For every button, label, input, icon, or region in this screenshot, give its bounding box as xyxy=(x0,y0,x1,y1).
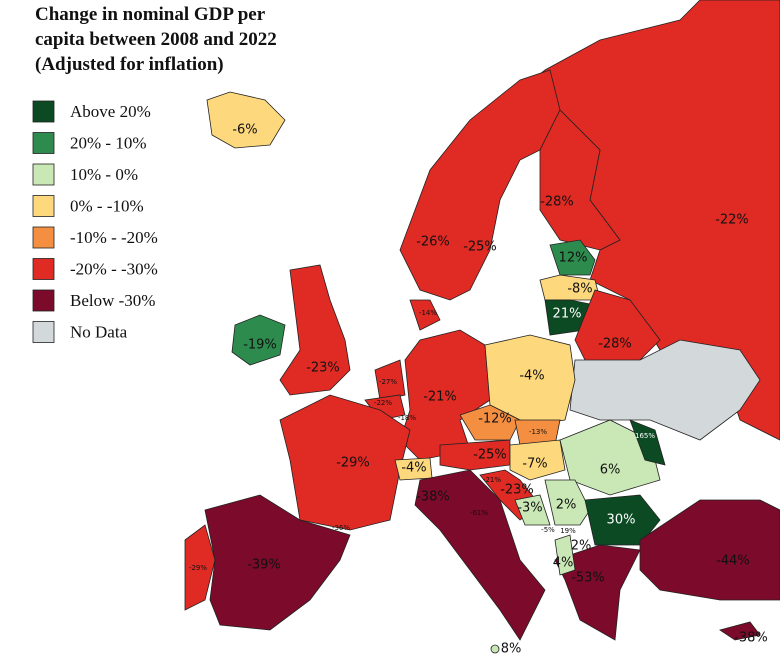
region-label: -21% xyxy=(423,390,457,405)
region-label: -26% xyxy=(416,235,450,250)
legend-label: 10% - 0% xyxy=(70,165,138,184)
title-line: (Adjusted for inflation) xyxy=(35,54,224,75)
legend-label: -10% - -20% xyxy=(70,228,158,247)
legend: Above 20% 20% - 10% 10% - 0% 0% - -10% -10% … xyxy=(32,100,158,343)
malta-dot xyxy=(490,644,500,654)
legend-label: 0% - -10% xyxy=(70,197,144,216)
legend-label: Below -30% xyxy=(70,291,155,310)
region-label: 12% xyxy=(559,251,588,266)
legend-label: No Data xyxy=(70,323,128,342)
region-label: -38% xyxy=(734,631,768,646)
region-label: -22% xyxy=(715,213,749,228)
legend-label: Above 20% xyxy=(70,102,151,121)
region-label: -3% xyxy=(517,501,542,516)
region-label: -39% xyxy=(247,558,281,573)
region-label: -28% xyxy=(598,337,632,352)
region-label: 2% xyxy=(571,539,592,554)
legend-swatch xyxy=(32,258,55,280)
region-label: -25% xyxy=(473,448,507,463)
region-label: 8% xyxy=(501,642,522,656)
region-label: -19% xyxy=(243,338,277,353)
region-label: 21% xyxy=(553,307,582,322)
region-label: -12% xyxy=(478,412,512,427)
region-label: 4% xyxy=(553,556,574,571)
region-label: -27% xyxy=(379,378,397,386)
legend-label: 20% - 10% xyxy=(70,134,146,153)
region-label: -29% xyxy=(336,456,370,471)
legend-swatch xyxy=(32,321,55,343)
region-label: 30% xyxy=(607,513,636,528)
region-label: 2% xyxy=(556,498,577,513)
legend-swatch xyxy=(32,132,55,154)
land xyxy=(184,0,780,641)
region-label: -53% xyxy=(571,571,605,586)
region-label: -28% xyxy=(540,195,574,210)
region-label: -25% xyxy=(463,240,497,255)
region-label: 19% xyxy=(560,527,576,535)
region-label: -4% xyxy=(401,461,426,476)
region-label: -22% xyxy=(374,399,392,407)
region-label: -61% xyxy=(470,509,488,517)
region-label: -29% xyxy=(189,564,207,572)
region-label: -4% xyxy=(519,369,544,384)
region-label: 165% xyxy=(635,432,655,440)
legend-swatch xyxy=(32,195,55,217)
region-label: -38% xyxy=(416,490,450,505)
region-label: -6% xyxy=(232,123,257,138)
region-label: 6% xyxy=(600,463,621,478)
region-label: -7% xyxy=(522,457,547,472)
region-label: -8% xyxy=(567,282,592,297)
region-labels: -6% -28% -22% -26% -25% 12% -8% 21% -14%… xyxy=(189,123,768,656)
legend-swatch xyxy=(32,163,55,186)
region-label: -13% xyxy=(529,428,547,436)
legend-swatch xyxy=(32,100,55,123)
region-label: -36% xyxy=(332,524,350,532)
legend-label: -20% - -30% xyxy=(70,260,158,279)
region-label: -5% xyxy=(541,526,555,534)
region-label: -44% xyxy=(716,554,750,569)
region-label: -18% xyxy=(398,414,416,422)
region-label: -23% xyxy=(500,483,534,498)
legend-swatch xyxy=(32,289,55,312)
region-label: -14% xyxy=(419,309,437,317)
region-label: -23% xyxy=(306,361,340,376)
title-line: Change in nominal GDP per xyxy=(35,4,266,25)
legend-swatch xyxy=(32,226,55,249)
region-label: -21% xyxy=(483,476,501,484)
title-line: capita between 2008 and 2022 xyxy=(35,29,277,50)
